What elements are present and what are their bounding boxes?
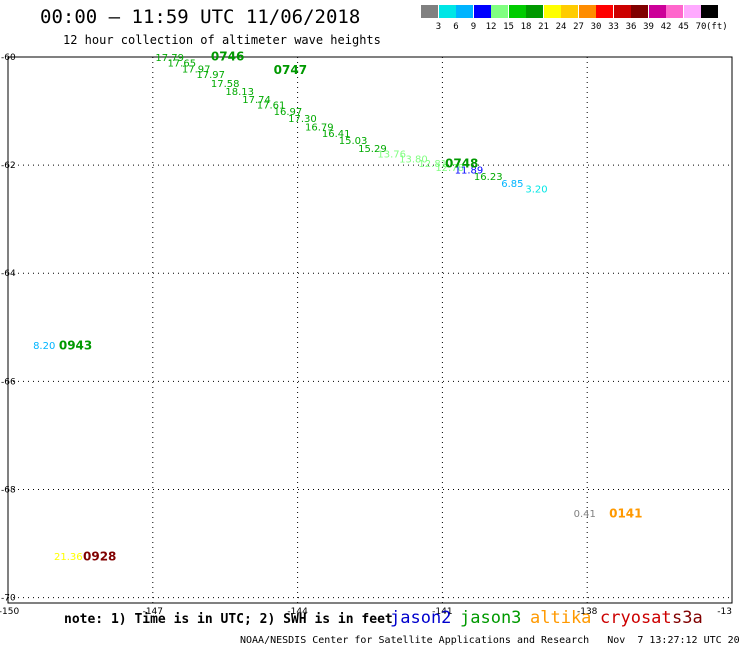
scale-label: 21 xyxy=(538,22,549,32)
scale-label: 42 xyxy=(660,22,672,32)
x-tick-label: -141 xyxy=(432,607,452,617)
y-tick-label: -62 xyxy=(1,161,16,171)
grid-lines xyxy=(8,57,732,603)
wave-height-label: 13.80 xyxy=(399,155,428,166)
wave-height-label: 18.13 xyxy=(225,87,254,98)
scale-swatch xyxy=(473,5,491,18)
footnote: note: 1) Time is in UTC; 2) SWH is in fe… xyxy=(64,612,393,627)
wave-height-label: 13.76 xyxy=(377,149,406,160)
scale-label: 27 xyxy=(573,22,584,32)
scale-swatch xyxy=(596,5,613,18)
scale-swatch xyxy=(491,5,508,18)
y-tick-label: -60 xyxy=(1,53,16,63)
scale-swatch xyxy=(421,5,438,18)
satellite-jason2: jason2 xyxy=(390,608,452,628)
scale-label: 3 xyxy=(435,22,442,32)
pass-time-label: 0943 xyxy=(59,339,92,353)
wave-height-label: 17.74 xyxy=(242,95,271,106)
scale-label: 9 xyxy=(470,22,477,32)
scale-label: 18 xyxy=(520,22,532,32)
scale-label: 6 xyxy=(453,22,459,32)
satellite-cryosat: cryosat xyxy=(600,608,672,628)
wave-height-label: 3.20 xyxy=(525,184,547,195)
wave-height-label: 6.85 xyxy=(501,179,523,190)
scale-label: 12 xyxy=(485,22,497,32)
credit-line: NOAA/NESDIS Center for Satellite Applica… xyxy=(240,635,740,646)
scale-label: 45 xyxy=(678,22,689,32)
chart-subtitle: 12 hour collection of altimeter wave hei… xyxy=(63,33,381,47)
wave-height-label: 15.03 xyxy=(339,136,368,147)
satellite-jason3: jason3 xyxy=(460,608,522,628)
scale-swatch xyxy=(526,5,543,18)
x-tick-label: -150 xyxy=(0,607,19,617)
x-tick-label: -138 xyxy=(577,607,598,617)
x-tick-label: -13 xyxy=(717,607,732,617)
scale-swatch xyxy=(561,5,578,18)
pass-time-label: 0928 xyxy=(83,550,116,564)
wave-height-label: 16.23 xyxy=(474,172,503,183)
scale-unit: (ft) xyxy=(706,22,728,32)
scale-swatch xyxy=(456,5,473,18)
wave-height-label: 12.81 xyxy=(418,159,447,170)
data-labels: 17.7917.6517.9717.9717.5818.1317.7417.61… xyxy=(33,50,642,564)
scale-swatch xyxy=(683,5,701,18)
scale-label: 36 xyxy=(625,22,637,32)
axis-tick-labels: -150 -147 -144 -141 -138 -13 -60 -62 -64 -66 -68 -7… xyxy=(0,53,732,617)
wave-height-label: 16.97 xyxy=(274,107,303,118)
scale-swatch xyxy=(666,5,683,18)
satellite-altika: altika xyxy=(530,608,592,628)
scale-swatch xyxy=(701,5,718,18)
pass-time-label: 0141 xyxy=(609,506,642,520)
scale-swatch xyxy=(578,5,596,18)
scale-swatch xyxy=(613,5,631,18)
scale-label: 39 xyxy=(643,22,654,32)
pass-time-label: 0746 xyxy=(211,50,244,64)
scale-swatch xyxy=(438,5,456,18)
satellite-s3a: s3a xyxy=(672,608,703,628)
scale-swatch xyxy=(648,5,666,18)
wave-height-label: 21.36 xyxy=(54,552,83,563)
wave-height-label: 17.30 xyxy=(288,114,317,125)
wave-height-label: 17.79 xyxy=(155,53,184,64)
y-tick-label: -68 xyxy=(1,485,16,495)
scale-label: 70 xyxy=(695,22,707,32)
chart-title: 00:00 – 11:59 UTC 11/06/2018 xyxy=(40,6,361,28)
scale-swatch xyxy=(631,5,648,18)
wave-height-label: 12.78 xyxy=(435,163,464,174)
scale-label: 33 xyxy=(608,22,619,32)
wave-height-label: 0.41 xyxy=(574,509,596,520)
wave-height-label: 16.41 xyxy=(322,129,351,140)
x-tick-label: -144 xyxy=(287,607,308,617)
wave-height-label: 11.89 xyxy=(455,166,484,177)
wave-height-label: 17.61 xyxy=(257,101,286,112)
pass-time-label: 0748 xyxy=(445,157,478,171)
scale-swatch xyxy=(508,5,526,18)
wave-height-label: 17.97 xyxy=(182,64,211,75)
plot-frame xyxy=(7,56,733,604)
scale-label: 30 xyxy=(590,22,602,32)
y-tick-label: -66 xyxy=(1,377,16,387)
wave-height-label: 15.29 xyxy=(358,144,387,155)
x-tick-label: -147 xyxy=(143,607,163,617)
wave-height-label: 17.58 xyxy=(211,79,240,90)
y-tick-label: -70 xyxy=(1,594,16,604)
pass-time-label: 0747 xyxy=(274,63,307,77)
scale-label: 24 xyxy=(555,22,567,32)
wave-height-label: 16.79 xyxy=(305,122,334,133)
scale-swatch xyxy=(543,5,561,18)
scale-label: 15 xyxy=(503,22,514,32)
wave-height-label: 8.20 xyxy=(33,341,55,352)
wave-height-label: 17.65 xyxy=(167,58,196,69)
y-tick-label: -64 xyxy=(1,269,16,279)
wave-height-label: 17.97 xyxy=(196,70,225,81)
